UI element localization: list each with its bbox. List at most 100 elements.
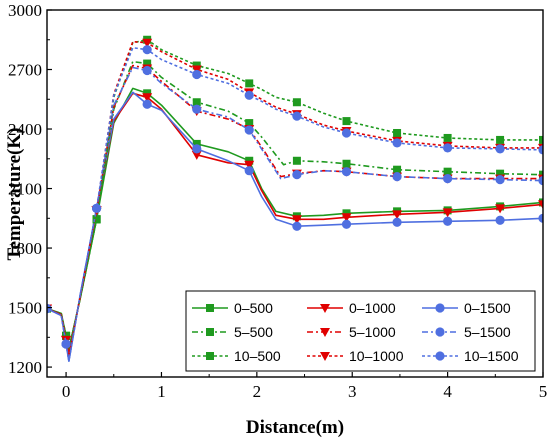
data-point: [192, 104, 202, 114]
data-point: [292, 98, 301, 107]
data-point: [392, 217, 402, 227]
data-point: [292, 111, 302, 121]
data-point: [495, 215, 505, 225]
data-point: [342, 159, 351, 168]
data-point: [443, 174, 453, 184]
x-tick-label: 1: [157, 382, 166, 401]
data-point: [244, 160, 255, 170]
series-line: [47, 46, 543, 362]
data-point: [191, 150, 202, 160]
y-tick-label: 3000: [8, 1, 42, 20]
x-tick-label: 3: [348, 382, 357, 401]
legend-label: 0–1000: [349, 300, 396, 316]
data-point: [92, 215, 101, 224]
data-point: [538, 145, 543, 155]
y-tick-label: 2400: [8, 120, 42, 139]
data-point: [341, 128, 352, 138]
data-point: [244, 90, 254, 100]
legend-item: 0–500: [192, 300, 273, 316]
data-point: [142, 99, 152, 109]
legend-marker: [435, 351, 445, 361]
data-point: [341, 219, 352, 229]
legend-label: 10–500: [234, 348, 281, 364]
y-tick-label: 2100: [8, 180, 42, 199]
x-axis-title: Distance(m): [246, 417, 344, 438]
y-tick-label: 1800: [8, 239, 42, 258]
axis-ticks: 0 1 2 3 4 5 1200 1500 1800 2100 2400 2700 3000: [8, 1, 547, 401]
data-point: [292, 156, 301, 165]
data-point: [292, 221, 302, 231]
data-point: [443, 133, 452, 142]
data-point: [341, 167, 352, 177]
data-point: [47, 303, 52, 314]
series-line: [47, 66, 543, 362]
series-10–1500: [47, 45, 543, 362]
data-point: [245, 119, 254, 128]
data-point: [192, 144, 202, 154]
data-point: [92, 203, 102, 213]
legend-item: 5–1000: [307, 324, 396, 340]
data-point: [342, 117, 351, 126]
series-line: [47, 38, 543, 351]
data-point: [393, 165, 402, 174]
series-line: [47, 40, 543, 357]
data-point: [142, 45, 152, 55]
legend-item: 0–1000: [307, 300, 396, 316]
legend-marker: [320, 352, 330, 361]
legend-marker: [320, 328, 330, 337]
legend-item: 10–1000: [307, 348, 404, 364]
data-point: [62, 331, 71, 340]
data-point: [143, 59, 152, 68]
legend: 0–500 0–1000 0–1500 5–500 5–1000 5–1500 10–500…: [185, 290, 536, 372]
data-point: [539, 135, 543, 144]
y-tick-label: 1500: [8, 299, 42, 318]
y-tick-label: 1200: [8, 358, 42, 377]
data-point: [392, 138, 402, 148]
data-point: [245, 79, 254, 88]
legend-item: 5–500: [192, 324, 273, 340]
data-point: [495, 204, 506, 214]
legend-box: [185, 290, 536, 372]
y-tick-label: 2700: [8, 61, 42, 80]
legend-label: 10–1000: [349, 348, 404, 364]
x-tick-label: 2: [253, 382, 262, 401]
legend-marker: [206, 352, 214, 360]
plot-frame: [46, 9, 544, 378]
data-point: [192, 69, 202, 80]
legend-marker: [206, 304, 214, 312]
legend-label: 5–1000: [349, 324, 396, 340]
series-line: [47, 64, 543, 357]
data-point: [392, 172, 402, 182]
data-point: [443, 167, 452, 176]
data-point: [192, 98, 201, 107]
data-point: [442, 208, 453, 218]
data-point: [538, 176, 543, 186]
data-point: [61, 339, 71, 349]
x-tick-label: 0: [62, 382, 71, 401]
data-point: [244, 166, 254, 176]
x-tick-label: 5: [539, 382, 548, 401]
data-point: [392, 210, 403, 220]
legend-label: 0–1500: [464, 300, 511, 316]
legend-label: 10–1500: [464, 348, 519, 364]
data-point: [393, 128, 402, 137]
data-point: [495, 175, 505, 185]
data-point: [244, 125, 254, 135]
legend-label: 5–1500: [464, 324, 511, 340]
data-point: [495, 144, 505, 154]
data-point: [142, 38, 153, 48]
data-point: [292, 170, 302, 180]
data-point: [538, 213, 543, 223]
data-point: [341, 213, 352, 223]
legend-label: 5–500: [234, 324, 273, 340]
data-point: [142, 65, 152, 76]
data-point: [496, 169, 505, 178]
data-point: [142, 93, 153, 103]
legend-marker: [206, 328, 214, 336]
legend-label: 0–500: [234, 300, 273, 316]
y-axis-title: Temperature(K): [4, 128, 25, 261]
legend-item: 5–1500: [422, 324, 511, 340]
data-point: [443, 143, 453, 153]
legend-item: 10–1500: [422, 348, 519, 364]
